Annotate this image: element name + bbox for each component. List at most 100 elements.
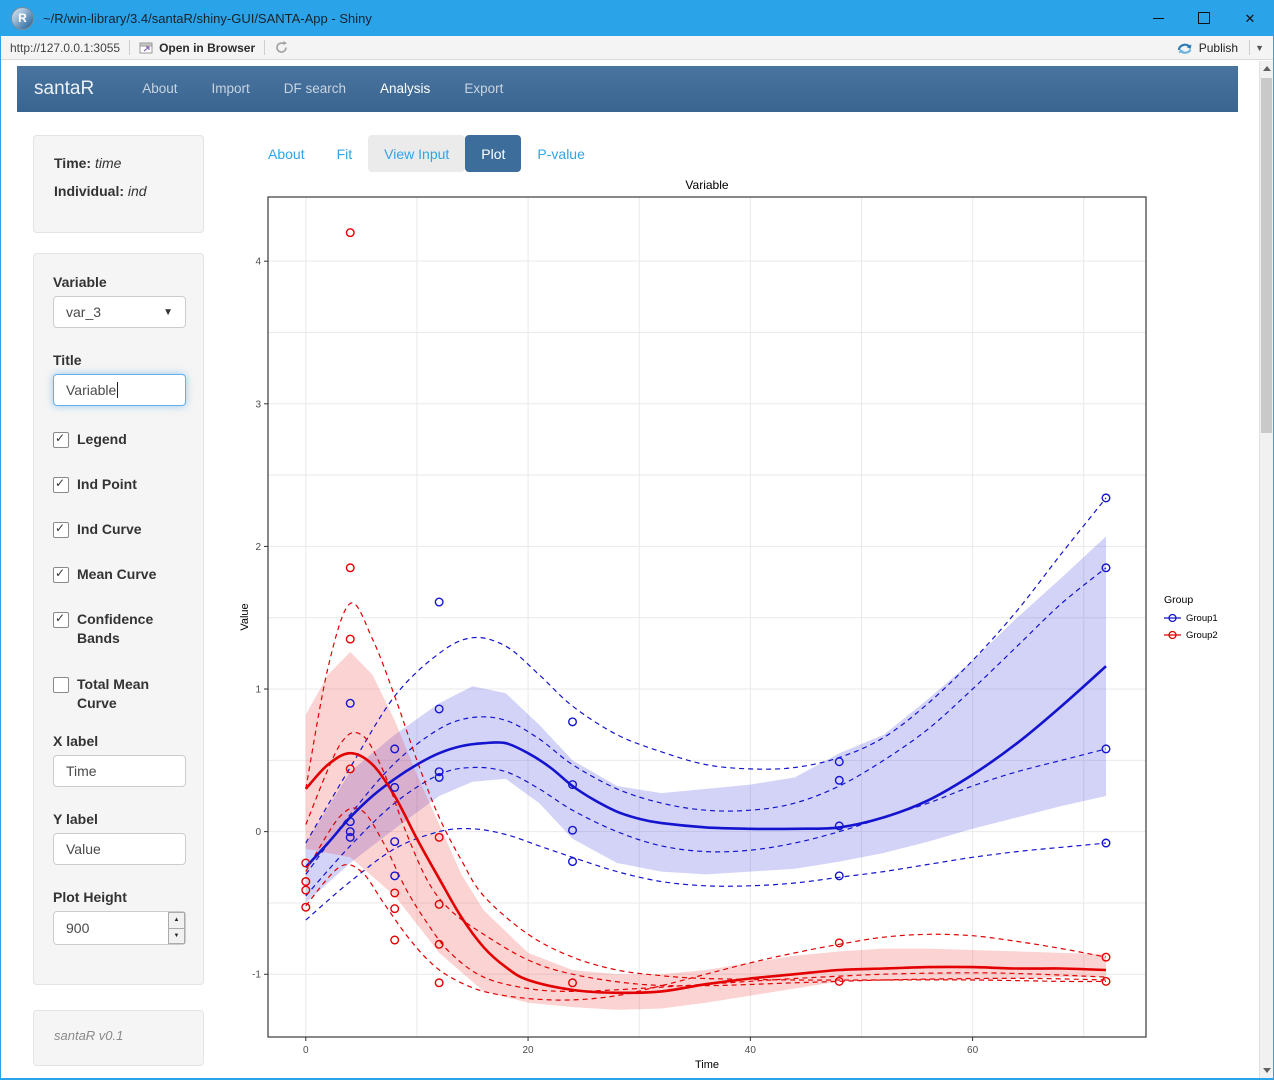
data-point-group2 bbox=[301, 877, 311, 887]
individual-curve-group1 bbox=[305, 748, 1107, 897]
data-point-group2 bbox=[390, 904, 400, 914]
y-tick-label: 3 bbox=[255, 399, 261, 410]
data-point-group1 bbox=[568, 857, 578, 867]
data-point-group2 bbox=[1101, 976, 1111, 986]
individual-curve-group1 bbox=[305, 567, 1107, 875]
data-point-group1 bbox=[834, 757, 844, 767]
vertical-scrollbar[interactable] bbox=[1259, 61, 1273, 1078]
nav-item-import[interactable]: Import bbox=[211, 81, 250, 96]
x-label-input[interactable]: Time bbox=[53, 755, 186, 787]
legend-label: Group1 bbox=[1186, 613, 1218, 624]
checkbox-row-mean-curve[interactable]: Mean Curve bbox=[53, 565, 184, 584]
data-point-group1 bbox=[1101, 744, 1111, 754]
checkbox-row-ind-point[interactable]: Ind Point bbox=[53, 475, 184, 494]
close-icon: ✕ bbox=[1244, 10, 1256, 26]
open-in-browser-button[interactable]: Open in Browser bbox=[139, 41, 255, 55]
y-tick-label: -1 bbox=[252, 970, 261, 981]
y-tick-label: 2 bbox=[255, 542, 261, 553]
data-point-group2 bbox=[390, 888, 400, 898]
data-point-group2 bbox=[834, 938, 844, 948]
individual-curve-group2 bbox=[305, 602, 1107, 983]
title-input-value: Variable bbox=[66, 382, 117, 398]
confidence-bands-checkbox[interactable] bbox=[53, 611, 69, 628]
y-tick-label: 1 bbox=[255, 685, 261, 696]
data-point-group2 bbox=[434, 939, 444, 949]
nav-item-export[interactable]: Export bbox=[464, 81, 504, 96]
tab-about[interactable]: About bbox=[268, 145, 305, 162]
data-point-group1 bbox=[834, 821, 844, 831]
data-point-group1 bbox=[834, 775, 844, 785]
plot-options-panel: Variable var_3 ▼ Title Variable Legend I… bbox=[33, 253, 204, 985]
data-point-group1 bbox=[834, 871, 844, 881]
refresh-icon bbox=[276, 41, 288, 53]
analysis-tabs: About Fit View Input Plot P-value bbox=[252, 135, 601, 172]
checkbox-row-total-mean-curve[interactable]: Total Mean Curve bbox=[53, 675, 184, 713]
data-point-group1 bbox=[390, 837, 400, 847]
nav-item-about[interactable]: About bbox=[142, 81, 178, 96]
viewer-toolbar: http://127.0.0.1:3055 Open in Browser bbox=[1, 36, 1273, 60]
tab-fit[interactable]: Fit bbox=[336, 145, 353, 162]
publish-dropdown-caret[interactable]: ▼ bbox=[1255, 42, 1264, 53]
tab-view-input[interactable]: View Input bbox=[368, 135, 466, 172]
checkbox-row-confidence-bands[interactable]: Confidence Bands bbox=[53, 610, 184, 648]
spinner-down-button[interactable]: ▼ bbox=[168, 927, 185, 944]
checkbox-row-legend[interactable]: Legend bbox=[53, 430, 184, 449]
nav-item-analysis[interactable]: Analysis bbox=[380, 81, 431, 96]
data-point-group2 bbox=[434, 899, 444, 909]
navbar-brand[interactable]: santaR bbox=[34, 78, 95, 99]
legend-label: Group2 bbox=[1186, 630, 1218, 641]
ind-curve-checkbox[interactable] bbox=[53, 521, 69, 538]
data-point-group1 bbox=[1101, 838, 1111, 848]
y-label-input[interactable]: Value bbox=[53, 833, 186, 865]
plot-height-input[interactable]: 900 bbox=[53, 911, 186, 945]
open-in-browser-label: Open in Browser bbox=[159, 40, 256, 55]
plot-height-input-value: 900 bbox=[66, 920, 90, 936]
data-point-group1 bbox=[390, 782, 400, 792]
data-point-group1 bbox=[345, 827, 355, 837]
spinner-up-button[interactable]: ▲ bbox=[168, 912, 185, 928]
url-text: http://127.0.0.1:3055 bbox=[10, 40, 121, 55]
nav-item-df-search[interactable]: DF search bbox=[283, 81, 347, 96]
maximize-button[interactable] bbox=[1181, 0, 1227, 36]
triangle-down-icon bbox=[1262, 1068, 1271, 1073]
tab-p-value[interactable]: P-value bbox=[537, 145, 585, 162]
scrollbar-down-arrow[interactable] bbox=[1260, 1063, 1273, 1078]
checkbox-row-ind-curve[interactable]: Ind Curve bbox=[53, 520, 184, 539]
refresh-button[interactable] bbox=[274, 40, 289, 55]
time-value: time bbox=[94, 155, 122, 171]
close-button[interactable]: ✕ bbox=[1227, 0, 1273, 36]
scrollbar-thumb[interactable] bbox=[1261, 78, 1272, 433]
title-input[interactable]: Variable bbox=[53, 374, 186, 406]
y-tick-label: 4 bbox=[255, 257, 261, 268]
divider bbox=[264, 40, 266, 55]
y-axis-label: Value bbox=[239, 603, 251, 630]
data-point-group2 bbox=[345, 764, 355, 774]
scrollbar-up-arrow[interactable] bbox=[1260, 61, 1273, 76]
mean-curve-checkbox[interactable] bbox=[53, 566, 69, 583]
plot-height-label: Plot Height bbox=[53, 889, 127, 905]
confidence-band-group2 bbox=[305, 651, 1106, 1010]
x-tick-label: 60 bbox=[967, 1045, 979, 1056]
individual-curve-group2 bbox=[305, 863, 1107, 1001]
data-point-group1 bbox=[434, 704, 444, 714]
data-point-group1 bbox=[345, 698, 355, 708]
legend-title: Group bbox=[1164, 594, 1193, 606]
individual-curve-group1 bbox=[305, 497, 1107, 844]
text-cursor bbox=[117, 382, 119, 398]
tab-plot[interactable]: Plot bbox=[465, 135, 522, 172]
total-mean-curve-checkbox[interactable] bbox=[53, 677, 69, 693]
data-point-group1 bbox=[390, 744, 400, 754]
window-title: ~/R/win-library/3.4/santaR/shiny-GUI/SAN… bbox=[43, 10, 372, 26]
y-label-label: Y label bbox=[53, 811, 98, 827]
data-point-group1 bbox=[568, 825, 578, 835]
data-point-group2 bbox=[345, 634, 355, 644]
data-point-group2 bbox=[345, 563, 355, 573]
publish-button[interactable]: Publish bbox=[1198, 40, 1239, 55]
ind-point-checkbox[interactable] bbox=[53, 476, 69, 493]
data-point-group1 bbox=[434, 772, 444, 782]
legend-checkbox[interactable] bbox=[53, 431, 69, 448]
version-text: santaR v0.1 bbox=[54, 1028, 124, 1043]
minimize-button[interactable] bbox=[1135, 0, 1181, 36]
titlebar: R ~/R/win-library/3.4/santaR/shiny-GUI/S… bbox=[1, 0, 1273, 36]
variable-select[interactable]: var_3 ▼ bbox=[53, 296, 186, 328]
